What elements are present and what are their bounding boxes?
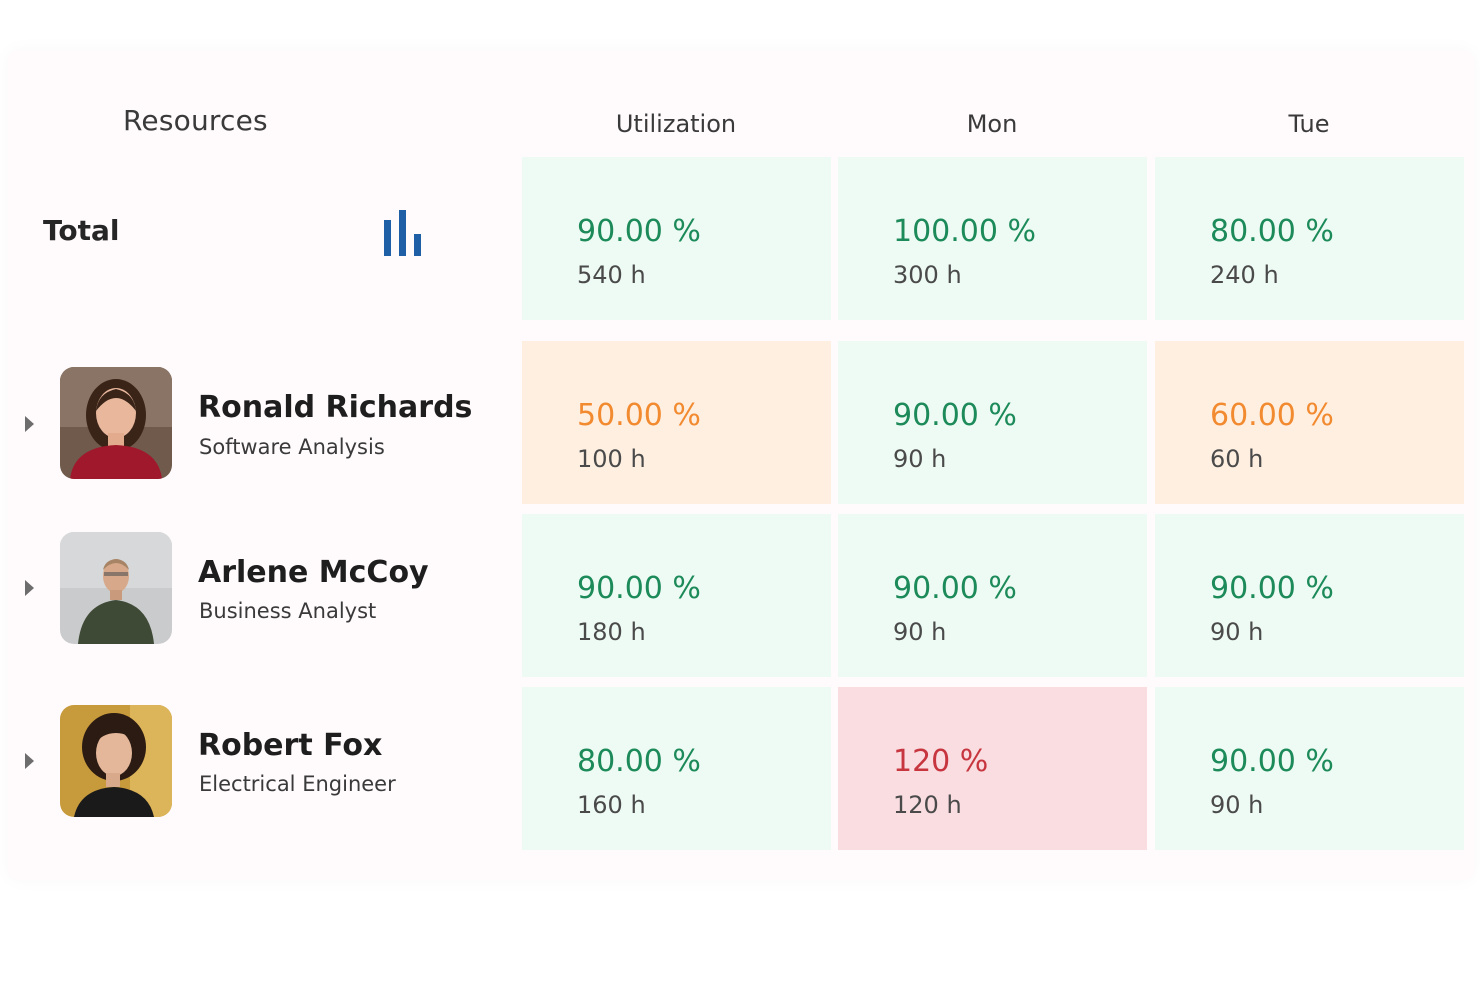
total-mon-cell[interactable]: 100.00 % 300 h — [838, 157, 1147, 320]
cell-percentage: 90.00 % — [577, 571, 701, 606]
resource-name[interactable]: Robert Fox — [198, 728, 383, 763]
cell-hours: 160 h — [577, 791, 646, 819]
avatar — [60, 532, 172, 644]
total-label: Total — [43, 214, 120, 247]
cell-percentage: 90.00 % — [893, 398, 1017, 433]
mon-cell[interactable]: 90.00 % 90 h — [838, 514, 1147, 677]
avatar — [60, 367, 172, 479]
utilization-cell[interactable]: 90.00 % 180 h — [522, 514, 831, 677]
total-tue-cell[interactable]: 80.00 % 240 h — [1155, 157, 1464, 320]
cell-hours: 120 h — [893, 791, 962, 819]
avatar — [60, 705, 172, 817]
bar-chart-icon[interactable] — [382, 208, 428, 258]
resource-role: Software Analysis — [199, 435, 385, 459]
cell-hours: 540 h — [577, 261, 646, 289]
resource-name[interactable]: Arlene McCoy — [198, 555, 429, 590]
cell-percentage: 100.00 % — [893, 214, 1037, 249]
cell-percentage: 90.00 % — [893, 571, 1017, 606]
resource-role: Electrical Engineer — [199, 772, 396, 796]
cell-hours: 100 h — [577, 445, 646, 473]
column-header-mon[interactable]: Mon — [966, 110, 1018, 138]
cell-hours: 90 h — [1210, 791, 1264, 819]
cell-hours: 90 h — [893, 445, 947, 473]
resource-role: Business Analyst — [199, 599, 377, 623]
column-header-tue[interactable]: Tue — [1288, 110, 1330, 138]
expand-row-caret-icon[interactable] — [25, 580, 34, 596]
cell-hours: 60 h — [1210, 445, 1264, 473]
cell-hours: 180 h — [577, 618, 646, 646]
cell-hours: 300 h — [893, 261, 962, 289]
cell-percentage: 50.00 % — [577, 398, 701, 433]
cell-hours: 240 h — [1210, 261, 1279, 289]
total-utilization-cell[interactable]: 90.00 % 540 h — [522, 157, 831, 320]
resource-name[interactable]: Ronald Richards — [198, 390, 473, 425]
cell-percentage: 120 % — [893, 744, 989, 779]
utilization-cell[interactable]: 80.00 % 160 h — [522, 687, 831, 850]
expand-row-caret-icon[interactable] — [25, 416, 34, 432]
cell-percentage: 80.00 % — [1210, 214, 1334, 249]
cell-percentage: 90.00 % — [577, 214, 701, 249]
tue-cell[interactable]: 90.00 % 90 h — [1155, 687, 1464, 850]
expand-row-caret-icon[interactable] — [25, 753, 34, 769]
cell-hours: 90 h — [893, 618, 947, 646]
tue-cell[interactable]: 90.00 % 90 h — [1155, 514, 1464, 677]
tue-cell[interactable]: 60.00 % 60 h — [1155, 341, 1464, 504]
utilization-cell[interactable]: 50.00 % 100 h — [522, 341, 831, 504]
cell-percentage: 80.00 % — [577, 744, 701, 779]
cell-hours: 90 h — [1210, 618, 1264, 646]
resources-column-header: Resources — [123, 104, 268, 137]
mon-cell[interactable]: 120 % 120 h — [838, 687, 1147, 850]
mon-cell[interactable]: 90.00 % 90 h — [838, 341, 1147, 504]
cell-percentage: 90.00 % — [1210, 571, 1334, 606]
cell-percentage: 60.00 % — [1210, 398, 1334, 433]
column-header-utilization[interactable]: Utilization — [615, 110, 737, 138]
cell-percentage: 90.00 % — [1210, 744, 1334, 779]
